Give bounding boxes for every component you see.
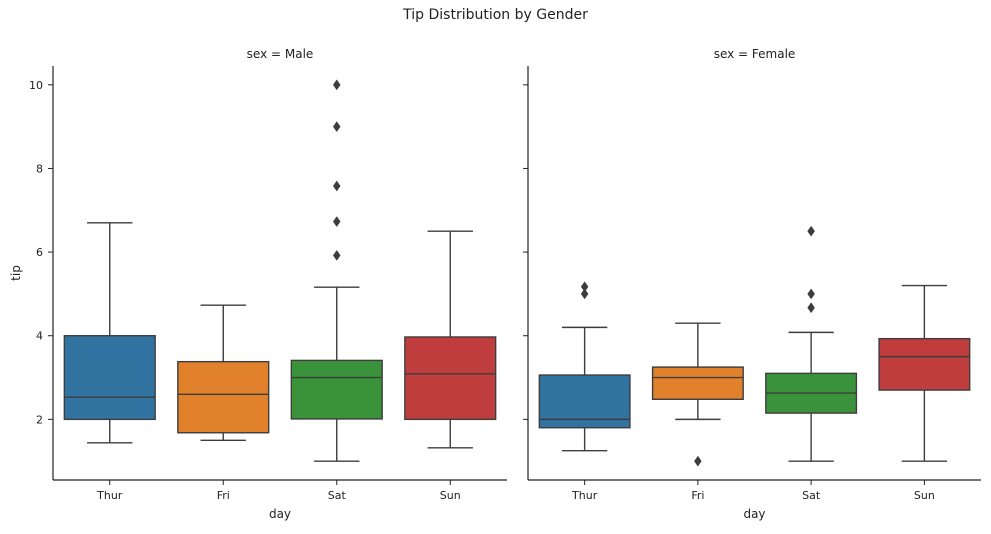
box-sat [765, 225, 858, 462]
x-axis-label: day [743, 507, 765, 521]
box-iqr [177, 360, 270, 434]
outlier-point [332, 79, 341, 91]
box-iqr [404, 336, 497, 421]
box-sun [878, 284, 971, 462]
y-tick-label: 6 [36, 246, 43, 259]
box-sun [404, 230, 497, 449]
x-tick-label: Fri [217, 489, 230, 502]
x-tick-label: Thur [96, 489, 123, 502]
box-iqr [651, 366, 744, 400]
x-tick-label: Sat [802, 489, 821, 502]
y-axis-label: tip [9, 265, 23, 281]
x-tick-label: Sun [440, 489, 461, 502]
outlier-point [807, 302, 815, 314]
x-axis-label: day [269, 507, 291, 521]
box-fri [177, 304, 270, 441]
y-tick-label: 4 [36, 330, 43, 343]
box-thur [63, 222, 156, 444]
chart-suptitle: Tip Distribution by Gender [403, 7, 588, 23]
outlier-point [807, 288, 815, 300]
outlier-point [332, 121, 341, 133]
y-tick-label: 2 [36, 413, 43, 426]
x-tick-label: Fri [691, 489, 704, 502]
box-iqr [290, 359, 383, 420]
outlier-point [580, 281, 589, 293]
box-sat [290, 79, 383, 462]
outlier-point [694, 455, 702, 467]
box-fri [651, 322, 744, 467]
x-tick-label: Sun [914, 489, 935, 502]
x-tick-label: Thur [571, 489, 598, 502]
facet-panel-male: sex = Male 2 4 6 8 10 Thur Fri Sat Sun day tip [9, 47, 507, 521]
outlier-point [580, 288, 589, 300]
facet-panel-female: sex = Female Thur Fri Sat Sun day [523, 47, 981, 521]
panel-title: sex = Female [714, 47, 796, 61]
x-tick-label: Sat [328, 489, 347, 502]
y-tick-label: 10 [29, 79, 43, 92]
box-thur [538, 281, 631, 452]
outlier-point [332, 216, 341, 227]
box-iqr [63, 335, 156, 421]
outlier-point [332, 250, 341, 261]
outlier-point [807, 225, 815, 237]
box-iqr [878, 337, 971, 391]
panel-title: sex = Male [247, 47, 314, 61]
y-tick-label: 8 [36, 162, 43, 175]
outlier-point [332, 180, 341, 192]
